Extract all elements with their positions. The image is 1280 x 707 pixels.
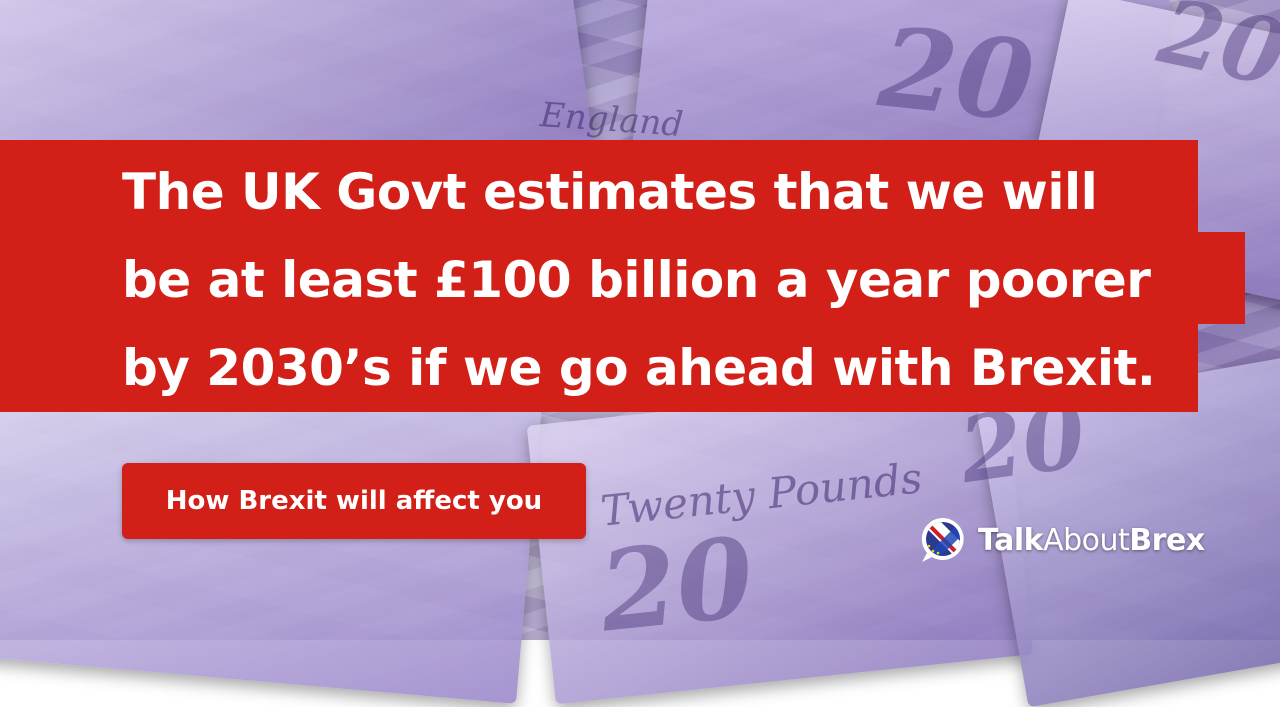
headline-line: by 2030’s if we go ahead with Brexit. xyxy=(122,339,1156,397)
brand-logo[interactable]: TalkAboutBrex xyxy=(918,512,1205,568)
headline-banner xyxy=(0,140,1245,412)
brand-name-part: Talk xyxy=(978,522,1044,558)
brand-name-part: About xyxy=(1043,522,1130,558)
brand-name-part: Brex xyxy=(1129,522,1205,558)
headline-banner-extension xyxy=(1198,232,1245,324)
uk-eu-flag-speech-bubble-icon xyxy=(921,517,964,562)
banknote-numeral: 20 xyxy=(873,2,1040,147)
brand-name: TalkAboutBrex xyxy=(978,523,1205,558)
headline-line: be at least £100 billion a year poorer xyxy=(122,251,1151,309)
headline-text: The UK Govt estimates that we will be at… xyxy=(122,148,1232,412)
headline-line: The UK Govt estimates that we will xyxy=(122,163,1098,221)
how-brexit-affects-you-button[interactable]: How Brexit will affect you xyxy=(122,463,586,539)
